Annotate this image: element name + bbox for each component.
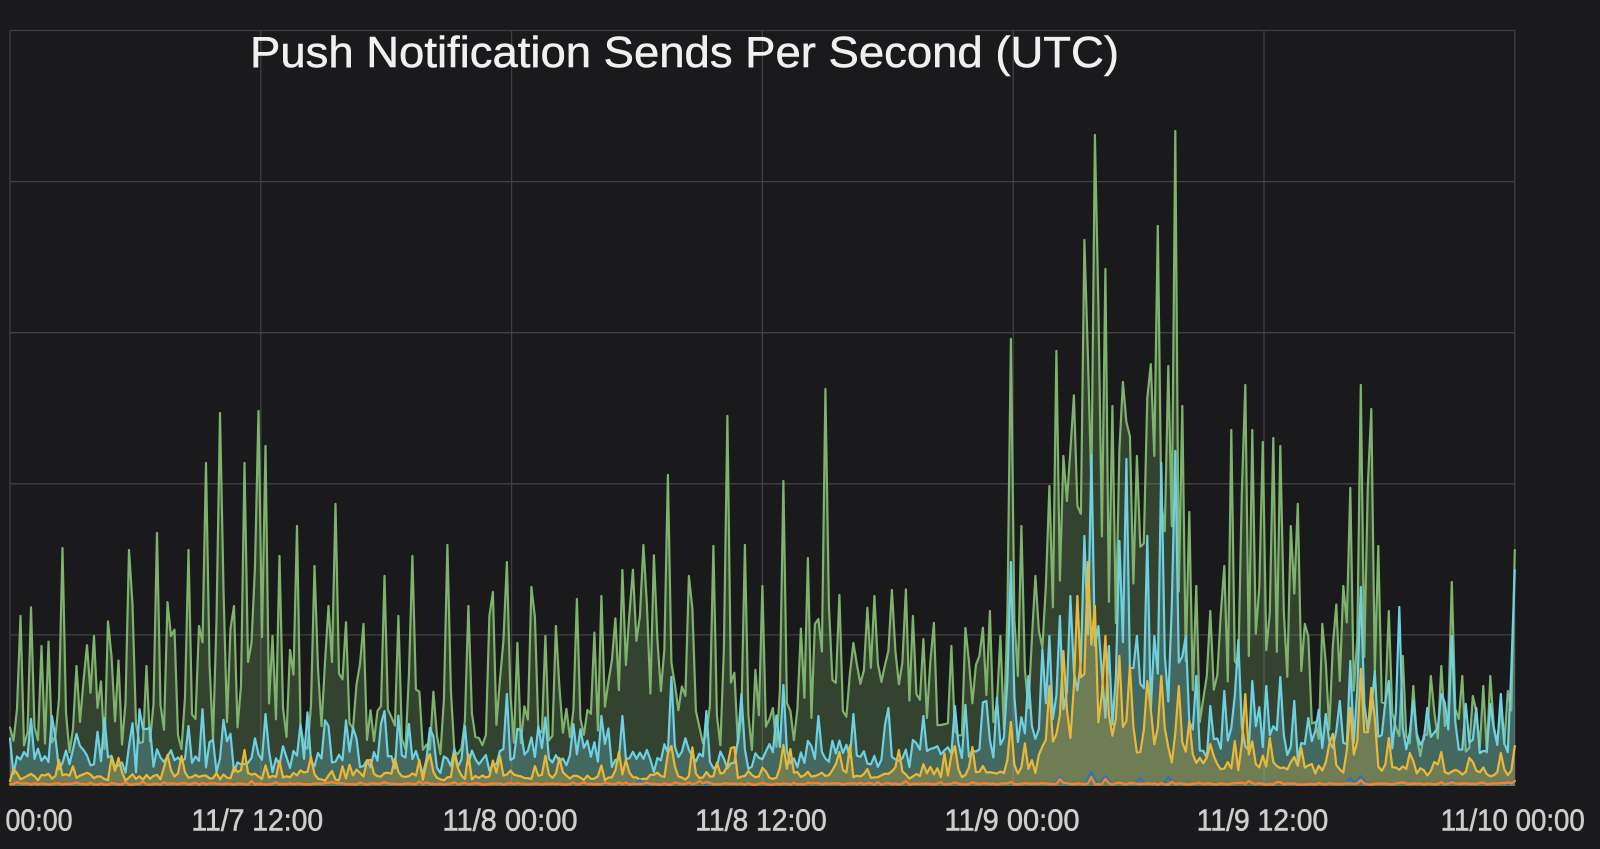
svg-text:Push Notification Sends Per Se: Push Notification Sends Per Second (UTC) — [250, 28, 1119, 77]
svg-text:11/7 12:00: 11/7 12:00 — [192, 804, 324, 838]
svg-text:11/8 00:00: 11/8 00:00 — [443, 804, 578, 838]
svg-text:11/9 00:00: 11/9 00:00 — [945, 804, 1080, 838]
svg-text:11/8 12:00: 11/8 12:00 — [695, 804, 827, 838]
svg-text:11/9 12:00: 11/9 12:00 — [1197, 804, 1329, 838]
svg-text:11/10 00:00: 11/10 00:00 — [1441, 804, 1585, 838]
svg-text:00:00: 00:00 — [6, 804, 73, 838]
